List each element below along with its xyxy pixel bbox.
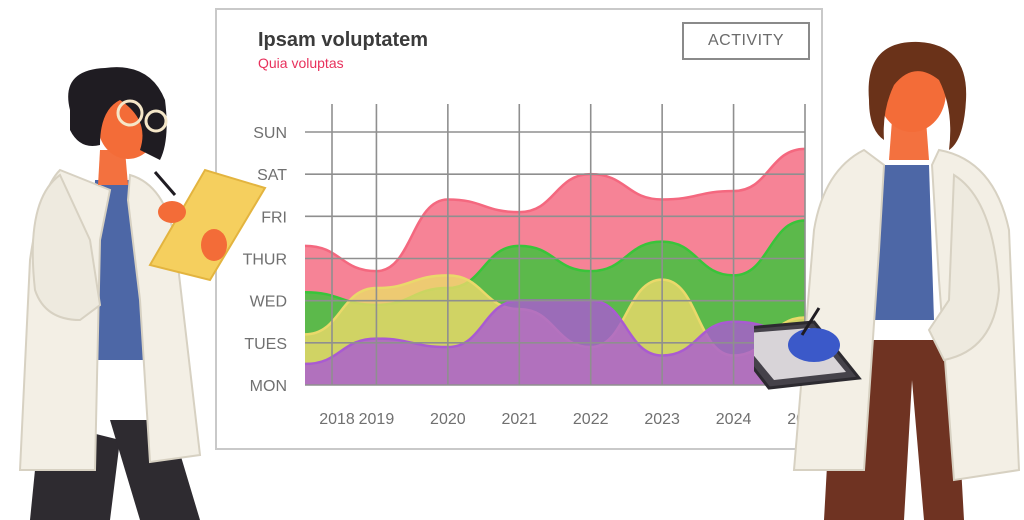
scientist-right-illustration [754, 41, 1021, 520]
y-tick-label: FRI [261, 209, 287, 226]
activity-button[interactable]: ACTIVITY [682, 22, 810, 60]
y-tick-label: WED [250, 294, 287, 311]
x-tick-label: 2024 [716, 411, 752, 428]
x-tick-label: 2020 [430, 411, 466, 428]
chart-grid [305, 104, 806, 386]
x-tick-label: 2023 [644, 411, 680, 428]
chart-subtitle: Quia voluptas [258, 55, 344, 71]
x-tick-label: 2022 [573, 411, 609, 428]
y-tick-label: SAT [257, 167, 287, 184]
y-tick-label: MON [250, 378, 287, 395]
y-tick-label: TUES [244, 336, 287, 353]
x-tick-label: 2019 [359, 411, 395, 428]
x-tick-label: 2018 [319, 411, 355, 428]
chart-title: Ipsam voluptatem [258, 29, 429, 51]
y-axis-labels: MON TUES WED THUR FRI SAT SUN [243, 125, 288, 395]
series-line-0 [304, 147, 806, 273]
x-tick-label: 2021 [501, 411, 537, 428]
x-axis-labels: 20182019202020212022202320242025 [319, 411, 823, 428]
scientist-left-illustration [18, 67, 267, 520]
y-tick-label: THUR [243, 252, 287, 269]
chart-areas [304, 147, 806, 385]
y-tick-label: SUN [253, 125, 287, 142]
